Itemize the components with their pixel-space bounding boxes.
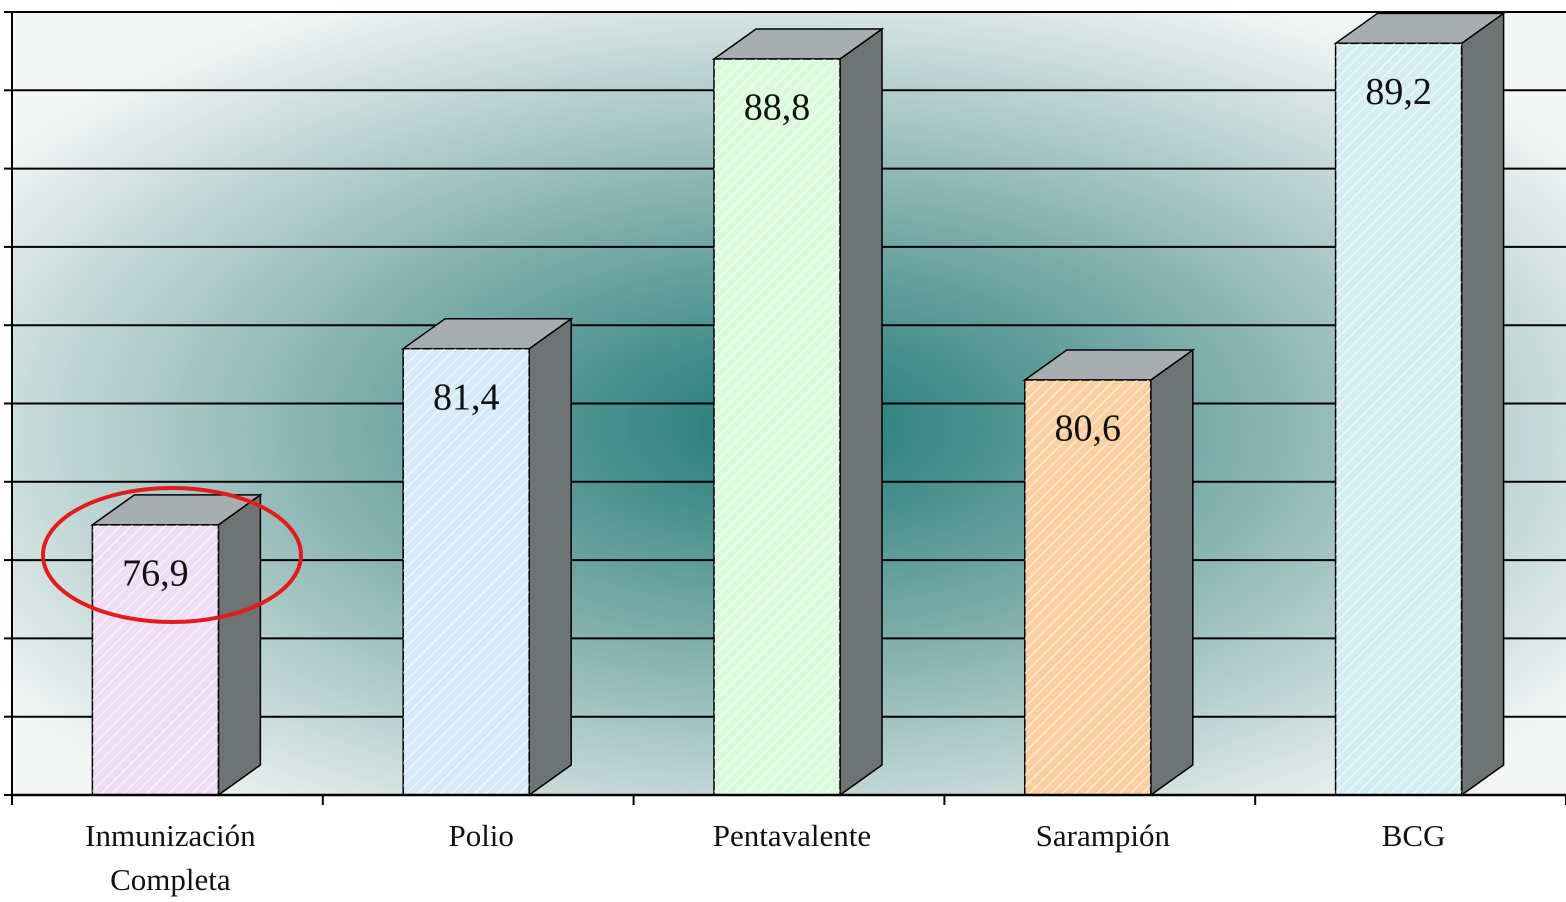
x-tick-label: Sarampión [1035,818,1170,853]
highlight-ellipse [41,486,303,624]
bar-side [217,493,262,797]
bar-pattern [714,58,840,796]
bar-pattern [1024,380,1151,795]
bar-side [528,317,572,797]
x-tick-label: Pentavalente [712,818,872,853]
x-tick-label: Polio [448,818,514,853]
value-label: 80,6 [1055,408,1122,450]
bar-pattern [403,348,530,795]
bar-side [839,27,883,797]
value-label: 81,4 [433,376,500,418]
x-tick-label: Inmunización Completa [85,818,256,897]
bar-pattern [92,524,219,795]
bar-side [1460,11,1505,797]
value-label: 89,2 [1365,71,1432,113]
bar-side [1150,348,1194,797]
value-label: 88,8 [744,87,811,129]
x-tick-label: BCG [1381,818,1446,853]
value-label: 76,9 [122,553,189,595]
bar-pattern [1335,43,1462,795]
